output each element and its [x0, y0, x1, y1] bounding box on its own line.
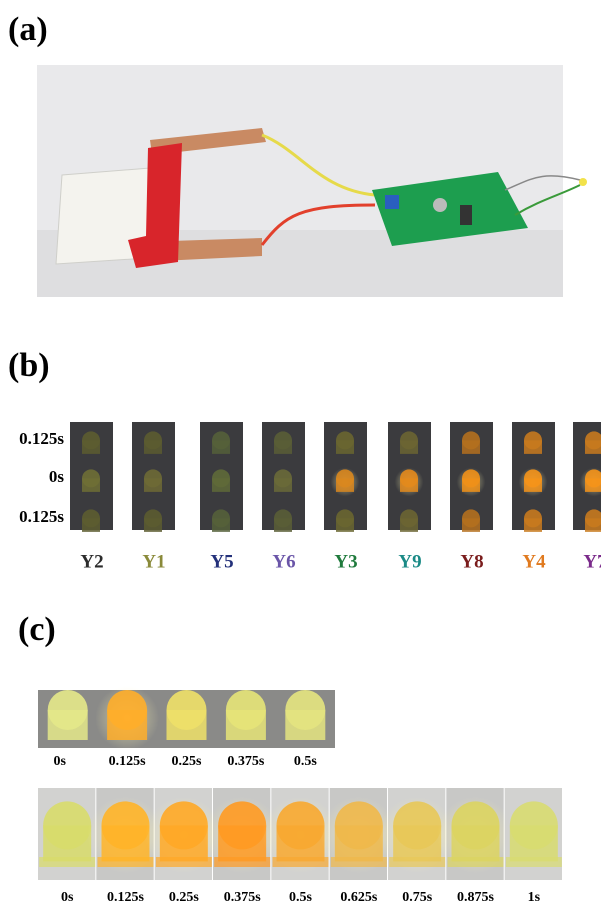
sample-label: Y3 — [334, 551, 357, 572]
led-base — [447, 857, 504, 867]
led-dome — [82, 431, 100, 450]
time-label: 0.625s — [340, 890, 378, 905]
led-dome — [336, 469, 354, 488]
led-dome — [212, 509, 230, 528]
led-dome — [462, 431, 480, 450]
time-label: 0.125s — [109, 754, 147, 769]
time-label: 0.125s — [19, 507, 64, 526]
led-dome — [225, 690, 266, 730]
led-dome — [400, 509, 418, 528]
led-base — [155, 857, 212, 867]
led-dome — [336, 509, 354, 528]
time-label: 0.375s — [224, 890, 262, 905]
time-label: 0.25s — [169, 890, 200, 905]
time-label: 0.5s — [289, 890, 313, 905]
led-dome — [274, 431, 292, 450]
led-dome — [509, 801, 558, 850]
led-base — [505, 857, 562, 867]
led-dome — [585, 431, 601, 450]
led-dome — [285, 690, 326, 730]
sample-label: Y1 — [142, 551, 165, 572]
sample-label: Y4 — [522, 551, 546, 572]
led-dome — [274, 469, 292, 488]
led-dome — [274, 509, 292, 528]
time-label: 0s — [49, 467, 65, 486]
led-dome — [107, 690, 148, 730]
led-dome — [144, 469, 162, 488]
led-dome — [451, 801, 500, 850]
time-label: 1s — [528, 890, 541, 905]
led-dome — [585, 509, 601, 528]
led-dome — [144, 509, 162, 528]
device-photo — [37, 65, 587, 297]
sample-label: Y2 — [80, 551, 103, 572]
sample-label: Y5 — [210, 551, 233, 572]
led-dome — [334, 801, 383, 850]
led-dome — [159, 801, 208, 850]
sample-label: Y9 — [398, 551, 421, 572]
led-dome — [585, 469, 601, 488]
led-dome — [212, 469, 230, 488]
led-dome — [462, 469, 480, 488]
led-dome — [524, 431, 542, 450]
led-dome — [218, 801, 267, 850]
panel-label: (c) — [18, 611, 56, 648]
led-base — [272, 857, 329, 867]
time-label: 0s — [61, 890, 74, 905]
led-dome — [43, 801, 92, 850]
time-label: 0.875s — [457, 890, 495, 905]
panel-label: (b) — [8, 347, 50, 384]
sample-label: Y8 — [460, 551, 483, 572]
led-dome — [393, 801, 442, 850]
sample-label: Y7 — [583, 551, 601, 572]
led-base — [214, 857, 271, 867]
time-label: 0.375s — [227, 754, 265, 769]
led-dome — [524, 469, 542, 488]
time-label: 0.125s — [107, 890, 145, 905]
led-dome — [82, 509, 100, 528]
led-dome — [47, 690, 88, 730]
time-label: 0.25s — [172, 754, 203, 769]
led-base — [389, 857, 446, 867]
led-dome — [166, 690, 207, 730]
led-base — [39, 857, 96, 867]
led-base — [330, 857, 387, 867]
time-label: 0.75s — [402, 890, 433, 905]
led-dome — [101, 801, 150, 850]
led-dome — [524, 509, 542, 528]
led-dome — [400, 431, 418, 450]
sample-label: Y6 — [272, 551, 295, 572]
led-dome — [144, 431, 162, 450]
led-dome — [276, 801, 325, 850]
led-dome — [336, 431, 354, 450]
led-base — [97, 857, 154, 867]
time-label: 0.5s — [294, 754, 318, 769]
led-dome — [400, 469, 418, 488]
time-label: 0s — [53, 754, 66, 769]
led-dome — [462, 509, 480, 528]
panel-label: (a) — [8, 11, 48, 48]
led-dome — [82, 469, 100, 488]
led-dome — [212, 431, 230, 450]
time-label: 0.125s — [19, 429, 64, 448]
